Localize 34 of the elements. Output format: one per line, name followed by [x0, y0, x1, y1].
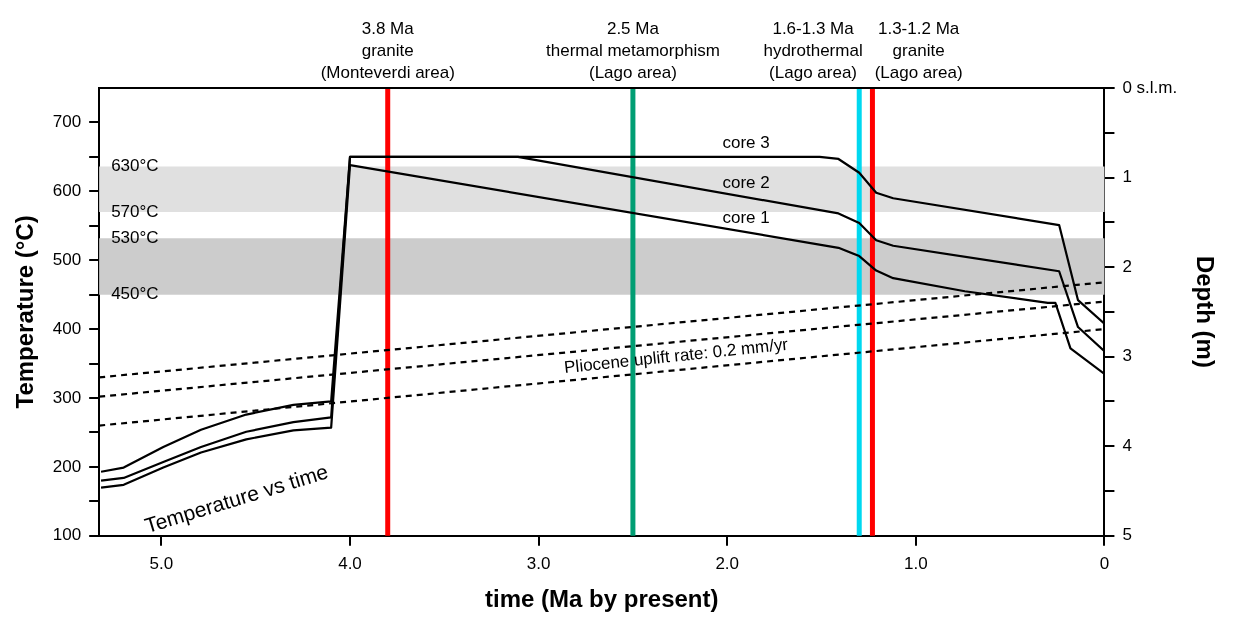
y-tick-label: 600 [52, 181, 82, 201]
annotation: 630°C [111, 156, 159, 176]
x-tick-label: 4.0 [338, 553, 362, 573]
y-tick-label: 300 [52, 387, 82, 407]
y2-tick-label: 5 [1122, 525, 1132, 545]
y2-tick-label: 1 [1122, 167, 1132, 187]
x-tick-label: 3.0 [526, 553, 551, 573]
y-axis-title: Temperature (°C) [11, 215, 39, 409]
x-axis-title: time (Ma by present) [485, 585, 719, 613]
y2-tick-label: 3 [1122, 346, 1132, 366]
x-tick-label: 5.0 [149, 553, 174, 573]
y2-tick-label: 4 [1122, 435, 1132, 455]
series-label: core 3 [722, 133, 770, 153]
x-tick-label: 2.0 [715, 553, 740, 573]
ref-line-label: 1.3-1.2 Ma granite (Lago area) [874, 19, 963, 82]
x-tick-label: 1.0 [903, 553, 928, 573]
y2-tick-label: 0 s.l.m. [1122, 77, 1178, 97]
y-tick-label: 500 [52, 249, 82, 269]
y-tick-label: 400 [52, 318, 82, 338]
annotation: 570°C [111, 201, 159, 221]
y-tick-label: 200 [52, 456, 82, 476]
annotation: Pliocene uplift rate: 0.2 mm/yr [563, 334, 790, 378]
y2-tick-label: 2 [1122, 256, 1132, 276]
ref-line-label: 2.5 Ma thermal metamorphism (Lago area) [545, 19, 720, 82]
y2-axis-title: Depth (m) [1191, 255, 1219, 368]
ref-line-label: 1.6-1.3 Ma hydrothermal (Lago area) [763, 19, 863, 82]
series-label: core 2 [722, 173, 770, 193]
x-tick-label: 0 [1099, 553, 1110, 573]
ref-line-label: 3.8 Ma granite (Monteverdi area) [320, 19, 455, 82]
series-label: core 1 [722, 208, 770, 228]
y-tick-label: 700 [52, 112, 82, 132]
annotation: 530°C [111, 227, 159, 247]
annotation: 450°C [111, 284, 159, 304]
y-tick-label: 100 [52, 525, 82, 545]
